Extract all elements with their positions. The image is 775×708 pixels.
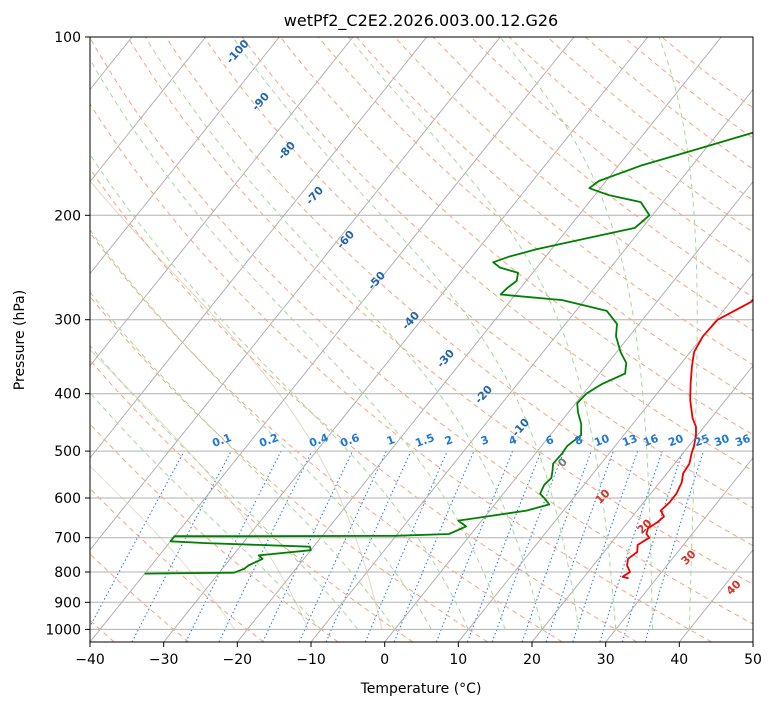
- moist-adiabat-line: [347, 37, 617, 630]
- x-tick-label: −30: [149, 652, 179, 668]
- moist-adiabat-line: [90, 392, 322, 630]
- isotherm-line: [90, 37, 280, 275]
- mixing-ratio-line: [621, 450, 684, 642]
- mixing-ratio-line: [364, 450, 448, 642]
- mixing-ratio-label: 0.1: [210, 431, 233, 450]
- y-tick-label: 400: [54, 387, 81, 403]
- x-tick-label: −20: [223, 652, 253, 668]
- dry-adiabat-line: [127, 37, 753, 586]
- mixing-ratio-line: [185, 450, 282, 642]
- y-tick-label: 200: [54, 208, 81, 224]
- mixing-ratio-label: 8: [573, 433, 585, 448]
- plot-frame: [89, 36, 754, 643]
- isotherm-line: [605, 457, 753, 642]
- dry-adiabat-line: [165, 37, 753, 547]
- mixing-ratio-label: 13: [620, 432, 639, 449]
- x-tick-label: 50: [744, 652, 762, 668]
- axis-ticks: −40 −30 −20 −10 0 10 20 30 40 50 1000 900 800 700 600 5…: [45, 30, 762, 668]
- dry-adiabat-line: [90, 167, 638, 642]
- x-tick-label: 30: [597, 652, 615, 668]
- x-axis-label: Temperature (°C): [360, 681, 482, 697]
- y-tick-label: 600: [54, 491, 81, 507]
- y-tick-label: 500: [54, 444, 81, 460]
- dry-adiabat-line: [90, 487, 264, 642]
- temperature-profile-line: [621, 297, 753, 580]
- mixing-ratio-line: [90, 450, 185, 628]
- mixing-ratio-line: [545, 450, 614, 642]
- mixing-ratio-label: 10: [592, 432, 611, 450]
- mixing-ratio-label: 1.5: [413, 431, 436, 450]
- mixing-ratio-label: 2: [443, 433, 455, 448]
- moist-adiabat-line: [90, 58, 506, 630]
- dry-adiabat-line: [90, 359, 414, 642]
- dry-adiabat-line: [279, 37, 753, 436]
- moist-adiabat-line: [90, 228, 432, 630]
- mixing-ratio-line: [491, 450, 565, 642]
- mixing-ratio-line: [435, 450, 514, 642]
- mixing-ratio-label: 30: [712, 432, 731, 450]
- isotherm-line: [90, 37, 207, 183]
- x-tick-label: 40: [670, 652, 688, 668]
- mixing-ratio-label: 16: [641, 432, 660, 450]
- mixing-ratio-line: [467, 450, 542, 642]
- y-tick-label: 900: [54, 595, 81, 611]
- mixing-ratio-line: [599, 450, 663, 642]
- mixing-ratio-label: 20: [666, 432, 685, 450]
- x-tick-label: 20: [523, 652, 541, 668]
- mixing-ratio-label: 0.4: [307, 431, 330, 450]
- reference-curve: [90, 349, 309, 630]
- mixing-ratio-label: 0.2: [257, 431, 280, 450]
- dry-adiabat-line: [203, 37, 753, 509]
- mixing-ratio-label: 25: [692, 432, 711, 449]
- dry-adiabat-line: [90, 553, 190, 642]
- moist-adiabat-line: [90, 291, 396, 630]
- mixing-ratio-label: 6: [544, 433, 556, 448]
- x-tick-label: −10: [296, 652, 326, 668]
- isotherm-line: [236, 37, 722, 642]
- dry-adiabat-line: [90, 295, 488, 642]
- dewpoint-profile-line: [144, 131, 753, 575]
- isotherm-line: [163, 37, 649, 642]
- x-tick-label: −40: [75, 652, 105, 668]
- mixing-ratio-label: 3: [479, 433, 491, 448]
- y-tick-label: 800: [54, 565, 81, 581]
- moist-adiabat-line: [232, 37, 580, 630]
- reference-curve: [90, 180, 383, 630]
- mixing-ratio-line: [572, 450, 639, 642]
- isotherm-line: [90, 37, 501, 551]
- x-tick-label: 10: [449, 652, 467, 668]
- isotherm-line: [90, 37, 354, 367]
- isotherm-line: [384, 180, 753, 642]
- isotherm-line: [531, 364, 753, 642]
- y-tick-label: 300: [54, 313, 81, 329]
- moist-adiabat-line: [499, 37, 653, 630]
- dry-adiabat-line: [394, 37, 753, 332]
- chart-title: wetPf2_C2E2.2026.003.00.12.G26: [284, 11, 558, 31]
- mixing-ratio-label: 1: [385, 433, 397, 448]
- x-tick-label: 0: [380, 652, 389, 668]
- y-tick-label: 700: [54, 531, 81, 547]
- dry-adiabat-line: [90, 37, 753, 625]
- dry-adiabat-line: [90, 231, 563, 642]
- mixing-ratio-label: 36: [733, 432, 752, 450]
- mixing-ratio-label: 0.6: [338, 431, 361, 450]
- moist-adiabat-line: [90, 153, 469, 630]
- reference-curve: [90, 465, 236, 630]
- y-axis-label: Pressure (hPa): [12, 290, 28, 390]
- mixing-ratio-label: 4: [507, 433, 519, 448]
- y-tick-label: 100: [54, 30, 81, 46]
- dry-adiabat-line: [318, 37, 753, 401]
- moist-adiabat-line: [144, 37, 543, 630]
- y-tick-label: 1000: [45, 622, 81, 638]
- moist-adiabat-line: [658, 37, 698, 630]
- mixing-ratio-line: [325, 450, 412, 642]
- data-series: [144, 131, 753, 580]
- isotherm-line: [90, 37, 428, 459]
- mixing-ratio-line: [521, 450, 592, 642]
- background-lines: [90, 37, 753, 642]
- dry-adiabat-line: [90, 103, 712, 642]
